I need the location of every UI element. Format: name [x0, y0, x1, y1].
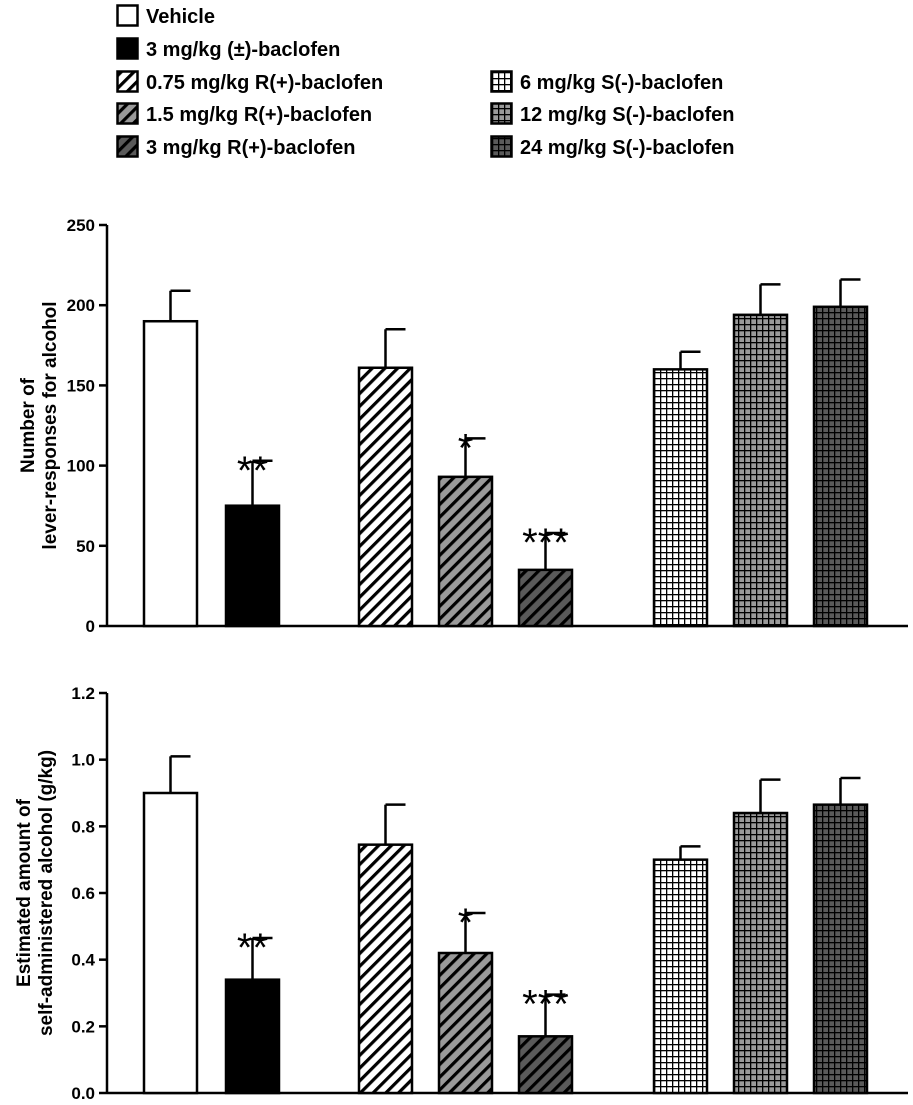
legend-swatch-r075	[116, 70, 139, 93]
y-axis-title: Estimated amount ofself-administered alc…	[14, 750, 57, 1036]
legend-label-s24: 24 mg/kg S(-)-baclofen	[520, 137, 734, 159]
legend-swatch-r3	[116, 135, 139, 158]
y-tick-label: 1.0	[71, 751, 95, 770]
y-tick-label: 0.2	[71, 1017, 95, 1036]
y-tick-label: 0.8	[71, 817, 95, 836]
legend-label-s6: 6 mg/kg S(-)-baclofen	[520, 72, 723, 94]
y-axis-title-line: self-administered alcohol (g/kg)	[36, 750, 57, 1036]
y-axis-title-line: lever-responses for alcohol	[40, 301, 61, 549]
bar-rac3	[224, 978, 281, 1095]
legend: Vehicle 3 mg/kg (±)-baclofen 0.75 mg/kg R(…	[116, 4, 734, 159]
legend-label-r15: 1.5 mg/kg R(+)-baclofen	[146, 104, 372, 126]
y-tick-label: 100	[67, 457, 95, 476]
bar-rac3	[224, 504, 281, 628]
bar-s6	[652, 368, 709, 628]
bar-s24	[812, 803, 869, 1095]
significance-marker-r15: *	[458, 901, 474, 945]
bar-vehicle	[142, 319, 199, 628]
bar-r075	[357, 843, 414, 1095]
bar-r3	[517, 1035, 574, 1095]
legend-swatch-vehicle	[116, 4, 139, 27]
y-tick-label: 50	[76, 537, 95, 556]
legend-swatch-s6	[490, 70, 513, 93]
significance-marker-r15: *	[458, 426, 474, 470]
significance-marker-r3: ***	[522, 983, 569, 1027]
significance-marker-rac3: **	[237, 926, 268, 970]
legend-label-rac3: 3 mg/kg (±)-baclofen	[146, 39, 340, 61]
y-tick-label: 250	[67, 216, 95, 235]
y-tick-label: 0.0	[71, 1084, 95, 1103]
bar-r3	[517, 568, 574, 628]
y-axis-title: Number oflever-responses for alcohol	[18, 301, 61, 549]
bar-s24	[812, 305, 869, 628]
y-axis-title-line: Estimated amount of	[14, 798, 35, 987]
y-tick-label: 0.6	[71, 884, 95, 903]
y-axis-title-line: Number of	[18, 377, 39, 473]
chart-alcohol-amount: 0.0 0.2 0.4 0.6 0.8 1.0 1.2 Estimated amount of…	[14, 684, 908, 1103]
legend-label-s12: 12 mg/kg S(-)-baclofen	[520, 104, 734, 126]
legend-swatch-s12	[490, 102, 513, 125]
legend-label-r075: 0.75 mg/kg R(+)-baclofen	[146, 72, 383, 94]
y-tick-label: 1.2	[71, 684, 95, 703]
legend-label-vehicle: Vehicle	[146, 6, 215, 28]
significance-marker-r3: ***	[522, 521, 569, 565]
bar-s6	[652, 858, 709, 1095]
bar-vehicle	[142, 791, 199, 1095]
bar-s12	[732, 313, 789, 628]
bar-r15	[437, 475, 494, 628]
legend-label-r3: 3 mg/kg R(+)-baclofen	[146, 137, 355, 159]
legend-swatch-r15	[116, 102, 139, 125]
y-tick-label: 150	[67, 376, 95, 395]
legend-swatch-rac3	[116, 37, 139, 60]
bar-r15	[437, 951, 494, 1095]
y-tick-label: 0	[86, 617, 95, 636]
significance-marker-rac3: **	[237, 449, 268, 493]
y-tick-label: 200	[67, 296, 95, 315]
bar-s12	[732, 811, 789, 1095]
legend-swatch-s24	[490, 135, 513, 158]
bar-r075	[357, 366, 414, 628]
chart-lever-responses: 0 50 100 150 200 250 Number oflever-responses …	[18, 216, 908, 636]
y-tick-label: 0.4	[71, 951, 95, 970]
